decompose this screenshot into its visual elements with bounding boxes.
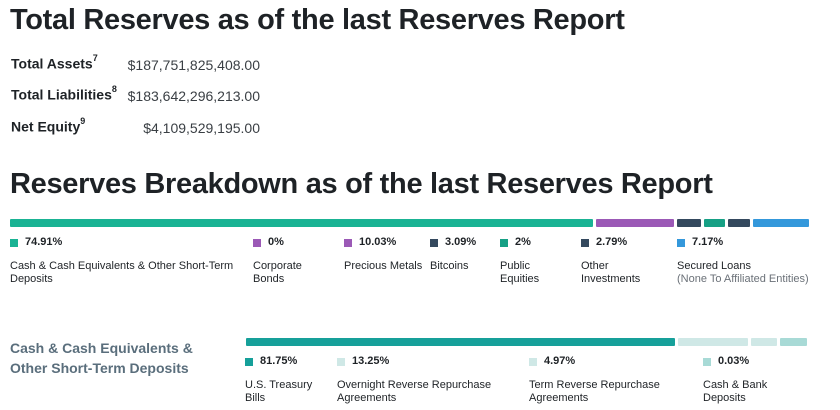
legend-percent: 4.97%: [544, 355, 576, 367]
legend-label: Overnight Reverse Repurchase Agreements: [337, 379, 492, 404]
breakdown-bar-segment[interactable]: [10, 219, 593, 227]
breakdown-bar-segment[interactable]: [753, 219, 809, 227]
footnote-marker[interactable]: 8: [111, 84, 117, 94]
reserves-breakdown-bar: [10, 219, 809, 227]
legend-swatch: [245, 357, 253, 366]
breakdown-legend-item[interactable]: 2% Public Equities: [500, 236, 570, 286]
legend-swatch: [581, 238, 589, 247]
cash-bar-segment[interactable]: [678, 338, 748, 346]
legend-label: Precious Metals: [344, 260, 423, 272]
breakdown-legend-item[interactable]: 2.79% Other Investments: [581, 236, 661, 286]
legend-label: U.S. Treasury Bills: [245, 379, 313, 404]
summary-value: $183,642,296,213.00: [127, 88, 260, 104]
legend-sublabel: (None To Affiliated Entities): [677, 273, 809, 285]
cash-legend-item[interactable]: 4.97% Term Reverse Repurchase Agreements: [529, 355, 694, 405]
legend-swatch: [10, 238, 18, 247]
cash-breakdown-bar: [246, 338, 807, 346]
legend-label: Public Equities: [500, 260, 540, 285]
legend-swatch: [337, 357, 345, 366]
legend-label: Bitcoins: [430, 260, 469, 272]
breakdown-legend-item[interactable]: 10.03% Precious Metals: [344, 236, 424, 273]
legend-percent: 2.79%: [596, 236, 628, 248]
cash-legend-item[interactable]: 0.03% Cash & Bank Deposits: [703, 355, 813, 405]
cash-bar-segment[interactable]: [246, 338, 676, 346]
legend-label: Cash & Cash Equivalents & Other Short-Te…: [10, 260, 234, 285]
legend-label: Cash & Bank Deposits: [703, 379, 768, 404]
breakdown-legend-item[interactable]: 7.17% Secured Loans (None To Affiliated En…: [677, 236, 827, 286]
breakdown-bar-segment[interactable]: [595, 219, 674, 227]
legend-label: Term Reverse Repurchase Agreements: [529, 379, 660, 404]
summary-label: Net Equity9: [11, 116, 86, 135]
breakdown-legend-item[interactable]: 74.91% Cash & Cash Equivalents & Other Sh…: [10, 236, 235, 286]
legend-percent: 81.75%: [260, 355, 298, 367]
legend-swatch: [430, 238, 438, 247]
legend-percent: 74.91%: [25, 236, 63, 248]
legend-swatch: [677, 238, 685, 247]
summary-label-text: Total Assets: [11, 55, 93, 72]
summary-label-text: Net Equity: [11, 118, 81, 135]
legend-percent: 2%: [515, 236, 531, 248]
legend-label: Secured Loans: [677, 260, 751, 272]
legend-percent: 0%: [268, 236, 284, 248]
cash-bar-segment[interactable]: [780, 338, 807, 346]
cash-legend-item[interactable]: 81.75% U.S. Treasury Bills: [245, 355, 330, 405]
footnote-marker[interactable]: 9: [80, 116, 86, 126]
legend-swatch: [344, 238, 352, 247]
legend-swatch: [500, 238, 508, 247]
footnote-marker[interactable]: 7: [92, 53, 98, 63]
legend-swatch: [703, 357, 711, 366]
cash-legend-item[interactable]: 13.25% Overnight Reverse Repurchase Agree…: [337, 355, 522, 405]
summary-value: $187,751,825,408.00: [127, 57, 260, 73]
summary-value: $4,109,529,195.00: [143, 120, 260, 136]
breakdown-title: Reserves Breakdown as of the last Reserv…: [10, 168, 713, 200]
page-title: Total Reserves as of the last Reserves R…: [10, 4, 625, 36]
breakdown-bar-segment[interactable]: [703, 219, 726, 227]
legend-swatch: [529, 357, 537, 366]
breakdown-legend-item[interactable]: 0% Corporate Bonds: [253, 236, 333, 286]
summary-label-text: Total Liabilities: [11, 86, 112, 103]
legend-swatch: [253, 238, 261, 247]
summary-label: Total Liabilities8: [11, 84, 117, 103]
breakdown-bar-segment[interactable]: [676, 219, 701, 227]
cash-breakdown-title: Cash & Cash Equivalents & Other Short-Te…: [10, 340, 193, 376]
legend-percent: 0.03%: [718, 355, 750, 367]
legend-percent: 7.17%: [692, 236, 724, 248]
legend-percent: 10.03%: [359, 236, 397, 248]
breakdown-legend-item[interactable]: 3.09% Bitcoins: [430, 236, 495, 273]
breakdown-bar-segment[interactable]: [728, 219, 751, 227]
cash-bar-segment[interactable]: [750, 338, 778, 346]
legend-percent: 3.09%: [445, 236, 477, 248]
summary-label: Total Assets7: [11, 53, 98, 72]
legend-label: Corporate Bonds: [253, 260, 302, 285]
legend-label: Other Investments: [581, 260, 641, 285]
legend-percent: 13.25%: [352, 355, 390, 367]
